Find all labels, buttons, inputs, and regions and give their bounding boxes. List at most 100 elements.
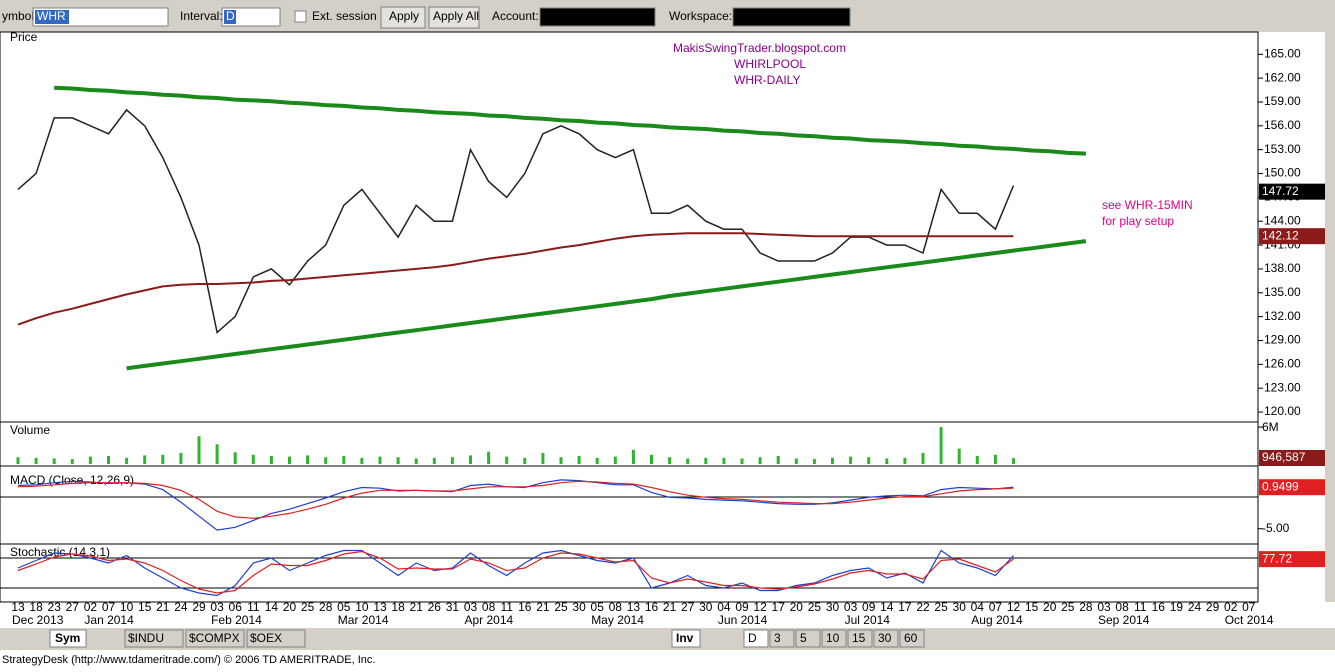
volume-bar	[794, 458, 798, 464]
ext-session: Ext. session	[312, 9, 377, 23]
interval-tab[interactable]	[795, 629, 821, 648]
x-tick-label: 30	[572, 600, 586, 614]
x-tick-label: 13	[11, 600, 25, 614]
interval-tab-text: 5	[800, 631, 807, 645]
interval-tab[interactable]	[821, 629, 847, 648]
volume-bar	[143, 455, 147, 464]
x-tick-label: 11	[1134, 600, 1147, 614]
month-label: May 2014	[591, 613, 644, 627]
x-tick-label: 19	[1170, 600, 1184, 614]
volume-bar	[469, 455, 472, 464]
y-tick-label: 135.00	[1264, 285, 1301, 299]
checkbox[interactable]	[294, 10, 307, 23]
y-tick-label: 150.00	[1264, 166, 1301, 180]
volume-bar	[867, 457, 871, 464]
volume-bar	[613, 456, 617, 464]
chart-layer: 165.00 162.00 159.00 156.00 153.00 150.00 147.…	[11, 46, 1325, 648]
volume-bar	[831, 457, 834, 464]
volume-bar	[215, 444, 219, 464]
x-tick-label: 25	[554, 600, 568, 614]
month-label: Apr 2014	[465, 613, 514, 627]
month-label: Mar 2014	[338, 613, 389, 627]
annotation: MakisSwingTrader.blogspot.com	[673, 41, 846, 55]
volume-bar	[107, 456, 110, 464]
x-tick-label: 03	[210, 600, 224, 614]
macd-line	[17, 480, 1014, 519]
volume-bar	[396, 457, 400, 464]
interval-tab[interactable]	[769, 629, 795, 648]
last-value: 147.72	[1262, 184, 1299, 198]
workspace-box[interactable]	[732, 7, 851, 27]
y-tick-label: 162.00	[1264, 70, 1301, 84]
apply-button[interactable]	[380, 6, 426, 29]
x-tick-label: 20	[790, 600, 804, 614]
symbol-tab[interactable]	[246, 629, 306, 648]
status-text: StrategyDesk (http://www.tdameritrade.co…	[2, 654, 375, 666]
volume-bar	[360, 457, 364, 464]
interval-tab[interactable]	[743, 629, 769, 648]
month-label: Sep 2014	[1098, 613, 1150, 627]
volume-bar	[125, 457, 129, 464]
last-value: 77.72	[1262, 551, 1292, 565]
x-tick-label: 28	[319, 600, 333, 614]
x-tick-label: 05	[337, 600, 351, 614]
interval-tab[interactable]	[847, 629, 873, 648]
volume-bar	[559, 457, 563, 464]
right-scrollbar[interactable]	[1325, 32, 1335, 602]
price-title: Price	[10, 30, 38, 44]
x-tick-label: 20	[283, 600, 297, 614]
note: for play setup	[1102, 214, 1174, 228]
volume-bar	[378, 456, 382, 464]
x-tick-label: 04	[717, 600, 731, 614]
sym-text: Sym	[55, 631, 80, 645]
interval-tab-text: 30	[878, 631, 892, 645]
x-tick-label: 30	[826, 600, 840, 614]
interval-label: Interval:	[180, 9, 223, 23]
volume-bar	[541, 452, 545, 464]
x-tick-label: 12	[753, 600, 767, 614]
sym-tab[interactable]	[49, 629, 87, 648]
annotation: WHIRLPOOL	[734, 57, 806, 71]
volume-bar	[269, 456, 273, 464]
last-value-box	[1259, 450, 1325, 466]
x-tick-label: 21	[536, 600, 550, 614]
x-tick-label: 23	[48, 600, 62, 614]
x-tick-label: 25	[808, 600, 822, 614]
interval-tab[interactable]	[899, 629, 925, 648]
y-tick-label: 144.00	[1264, 213, 1301, 227]
interval-tab[interactable]	[873, 629, 899, 648]
y-tick-label: 6M	[1262, 420, 1279, 434]
volume-bar	[722, 457, 726, 464]
y-tick-label: 156.00	[1264, 118, 1301, 132]
x-tick-label: 03	[844, 600, 858, 614]
volume-bar	[595, 457, 599, 464]
inv-tab[interactable]	[671, 629, 701, 648]
interval-box[interactable]	[221, 7, 281, 27]
y-tick-label: 138.00	[1264, 261, 1301, 275]
volume-bar	[849, 456, 853, 464]
workspace-label: Workspace:	[669, 9, 732, 23]
volume-bar	[704, 457, 708, 464]
x-tick-label: 30	[953, 600, 967, 614]
account-box[interactable]	[539, 7, 656, 27]
y-tick-label: 120.00	[1264, 404, 1301, 418]
x-tick-label: 08	[482, 600, 496, 614]
x-tick-label: 11	[247, 600, 260, 614]
volume-bar	[34, 457, 38, 464]
symbol-tab-text: $OEX	[250, 631, 282, 645]
volume-bar	[16, 457, 20, 464]
x-tick-label: 24	[1188, 600, 1202, 614]
volume-bar	[885, 458, 889, 464]
month-label: Oct 2014	[1225, 613, 1274, 627]
apply-all-text: Apply All	[433, 9, 479, 23]
volume-bar	[577, 456, 581, 464]
apply-all-button[interactable]	[428, 6, 480, 29]
month-label: Aug 2014	[971, 613, 1023, 627]
symbol-tab[interactable]	[124, 629, 184, 648]
volume-title: Volume	[10, 423, 50, 437]
x-tick-label: 21	[410, 600, 424, 614]
x-tick-label: 27	[681, 600, 695, 614]
symbol-value: WHR	[37, 9, 66, 23]
symbol-tab[interactable]	[185, 629, 245, 648]
symbol-label: ymbol:	[2, 9, 37, 23]
